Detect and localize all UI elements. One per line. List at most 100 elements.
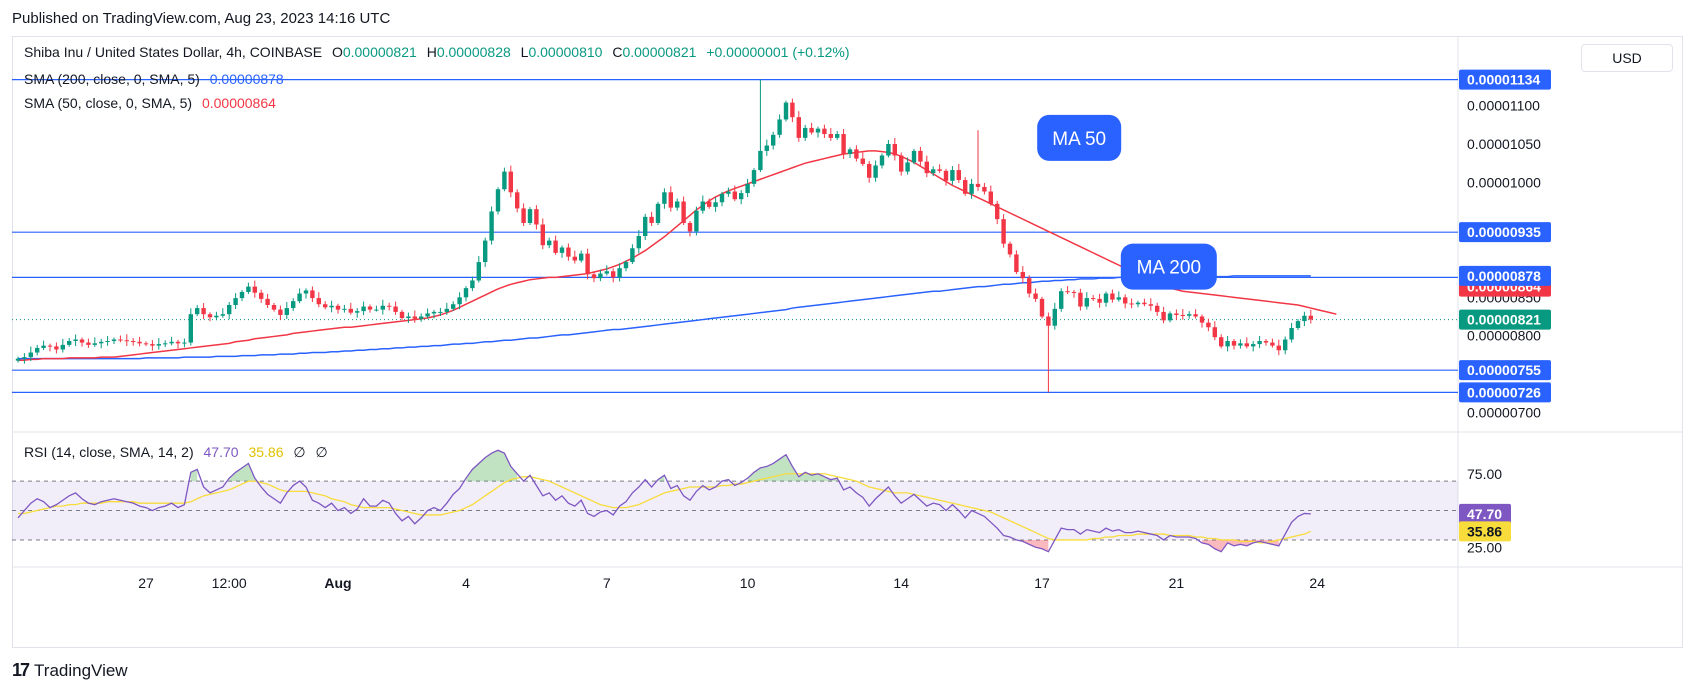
candle xyxy=(342,304,347,313)
candle xyxy=(1206,318,1211,332)
rsi-extra-2: ∅ xyxy=(315,444,328,460)
candle xyxy=(598,269,603,282)
candle xyxy=(604,265,609,276)
candle-body-down xyxy=(47,345,53,347)
candle xyxy=(387,302,392,311)
sma50-line xyxy=(18,150,1337,361)
time-axis: 27 12:00 Aug 4 7 10 14 17 21 24 xyxy=(138,575,1325,591)
candle xyxy=(758,79,763,173)
candle xyxy=(1014,250,1019,275)
candle-body-up xyxy=(1187,314,1192,316)
candle-body-down xyxy=(1033,293,1038,299)
candle xyxy=(105,336,110,346)
candle-body-down xyxy=(540,224,545,246)
candle xyxy=(1289,323,1294,343)
candle xyxy=(1231,339,1237,350)
candle-body-down xyxy=(822,128,827,135)
candle-body-up xyxy=(739,193,744,200)
candle xyxy=(137,336,142,347)
candle xyxy=(393,301,398,315)
sma200-price-label-bg xyxy=(1459,265,1551,286)
currency-button[interactable]: USD xyxy=(1581,44,1673,72)
candle-body-down xyxy=(649,216,654,223)
candle-body-down xyxy=(963,180,968,194)
candle-body-down xyxy=(348,308,353,313)
candle xyxy=(374,305,379,312)
candle-body-down xyxy=(1110,293,1115,300)
candle xyxy=(1142,298,1147,307)
candle xyxy=(1295,319,1301,330)
sma200-price-label: 0.00000878 xyxy=(1459,265,1551,286)
candle-body-down xyxy=(988,191,993,204)
candle-body-down xyxy=(399,311,405,319)
candle xyxy=(291,298,296,312)
candle-body-down xyxy=(86,342,91,345)
candle xyxy=(803,124,808,141)
candle-body-down xyxy=(323,304,328,308)
candle xyxy=(585,248,590,280)
time-tick-label: 10 xyxy=(740,575,756,591)
candle-body-down xyxy=(143,343,149,345)
candle xyxy=(60,338,65,353)
candle xyxy=(982,182,987,195)
candle xyxy=(655,201,661,225)
candle xyxy=(310,286,315,303)
candle xyxy=(124,334,129,347)
level-price-label-text: 0.00000935 xyxy=(1467,224,1541,240)
candle-body-up xyxy=(111,339,117,342)
candle xyxy=(662,188,667,209)
candle-body-down xyxy=(681,201,686,223)
open-value: 0.00000821 xyxy=(342,44,417,60)
candle xyxy=(1052,302,1057,330)
candle xyxy=(111,337,117,345)
time-tick-label: 21 xyxy=(1169,575,1185,591)
candle-body-down xyxy=(316,298,321,305)
candle xyxy=(1167,311,1173,323)
rsi-value-label-text: 47.70 xyxy=(1467,506,1502,522)
candle-body-up xyxy=(1116,297,1121,300)
candle-body-up xyxy=(1059,291,1064,309)
candle xyxy=(1110,289,1115,303)
candle-body-up xyxy=(1103,293,1109,303)
candle-body-up xyxy=(22,357,27,359)
candle-body-down xyxy=(1199,316,1205,323)
ma-callout: MA 200 xyxy=(1120,243,1217,290)
candle xyxy=(559,245,565,258)
candle xyxy=(361,301,366,316)
candle-body-up xyxy=(879,155,885,166)
candle-body-down xyxy=(310,290,315,299)
candle xyxy=(1097,293,1102,308)
candle xyxy=(681,196,686,225)
callout-box xyxy=(1120,243,1217,290)
candle xyxy=(438,307,443,316)
candle xyxy=(790,98,795,123)
candle xyxy=(1212,321,1217,341)
candle-body-down xyxy=(899,155,904,172)
high-value: 0.00000828 xyxy=(436,44,511,60)
candle xyxy=(988,185,993,206)
candle-body-up xyxy=(758,150,763,171)
price-tick-label: 0.00000800 xyxy=(1467,328,1541,344)
candle xyxy=(1276,339,1281,356)
candle xyxy=(444,302,449,315)
candle xyxy=(239,289,245,302)
rsi-value: 47.70 xyxy=(203,444,239,460)
candle xyxy=(476,256,481,283)
candle-body-down xyxy=(1046,316,1051,326)
tradingview-logo[interactable]: 17 TradingView xyxy=(12,660,128,681)
candle-body-down xyxy=(271,305,277,310)
candle-body-up xyxy=(655,203,661,223)
grid-layer xyxy=(12,37,1683,647)
candle-body-down xyxy=(956,170,961,181)
level-price-label: 0.00000935 xyxy=(1459,222,1551,243)
candle xyxy=(118,335,123,343)
candle xyxy=(636,230,641,254)
chart-frame[interactable] xyxy=(12,36,1683,648)
candle-body-down xyxy=(1270,342,1275,346)
candle-body-up xyxy=(227,305,232,315)
sma200-legend: SMA (200, close, 0, SMA, 5) 0.00000878 xyxy=(24,71,290,87)
candle xyxy=(700,195,705,214)
candle xyxy=(22,353,27,364)
candle-body-down xyxy=(1155,305,1160,312)
